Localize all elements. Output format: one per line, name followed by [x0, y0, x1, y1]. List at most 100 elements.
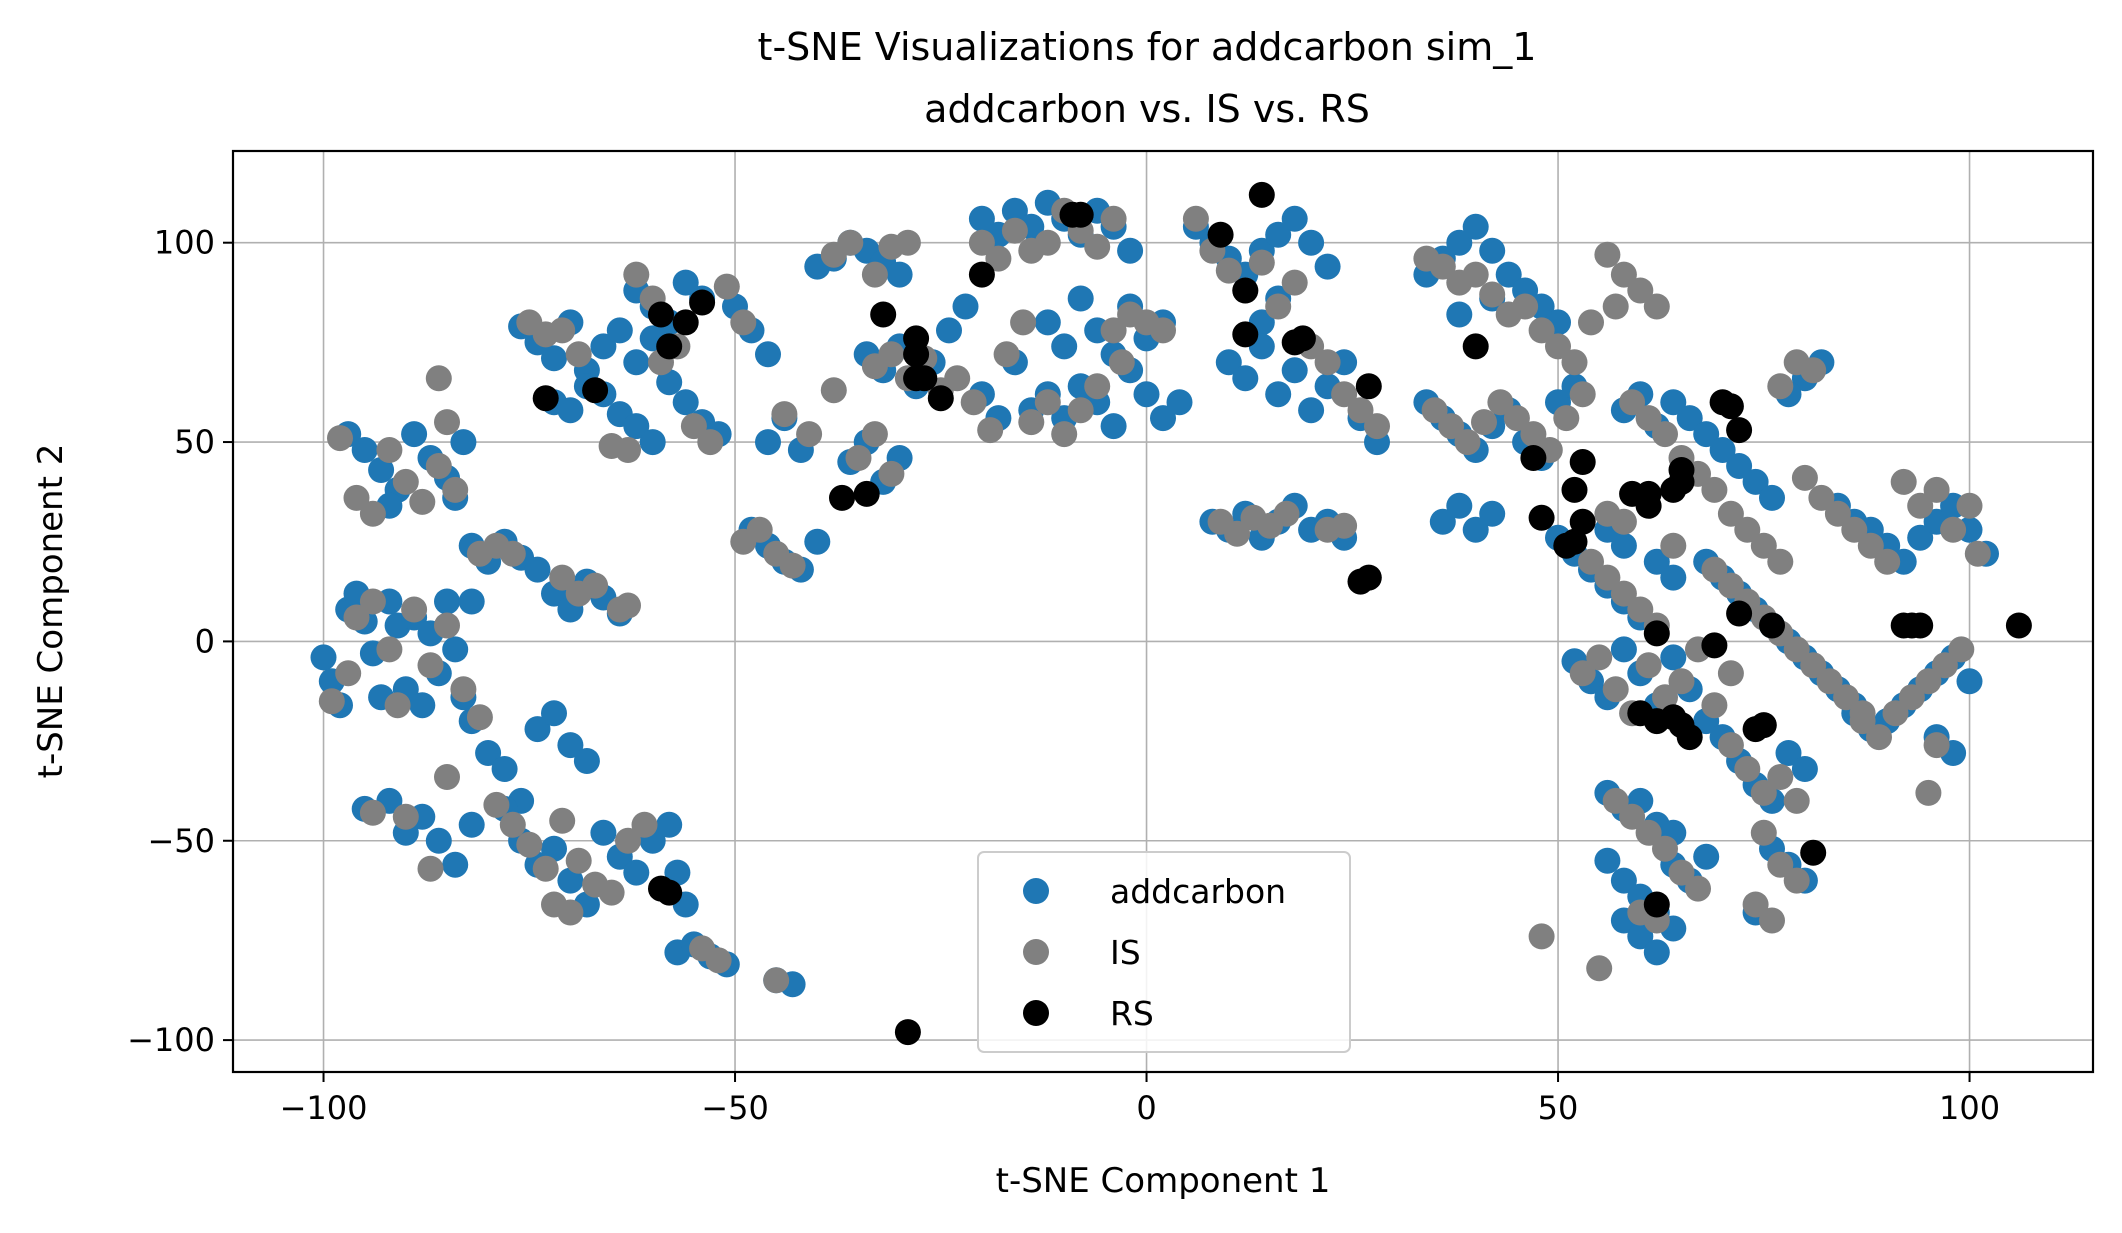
x-tick-label: 50 — [1538, 1089, 1579, 1127]
scatter-point-rs — [1759, 612, 1785, 639]
scatter-point-is — [1857, 532, 1884, 559]
scatter-point-is — [392, 468, 419, 495]
scatter-point-addcarbon — [310, 644, 337, 671]
scatter-point-addcarbon — [1479, 237, 1506, 264]
scatter-point-addcarbon — [672, 389, 699, 416]
scatter-point-is — [796, 421, 823, 448]
scatter-point-is — [861, 261, 888, 288]
scatter-point-is — [1084, 233, 1111, 260]
scatter-point-is — [549, 564, 576, 591]
scatter-point-is — [1619, 389, 1646, 416]
scatter-point-is — [1717, 572, 1744, 599]
scatter-point-is — [1882, 700, 1909, 727]
scatter-point-is — [1668, 859, 1695, 886]
scatter-point-is — [1512, 293, 1539, 320]
scatter-point-is — [1783, 867, 1810, 894]
scatter-point-addcarbon — [491, 756, 518, 782]
scatter-point-is — [820, 377, 847, 404]
scatter-point-is — [1281, 269, 1308, 296]
scatter-point-is — [1816, 668, 1843, 695]
scatter-point-is — [1364, 413, 1390, 440]
scatter-point-is — [1569, 660, 1596, 687]
scatter-point-is — [1800, 652, 1827, 679]
scatter-point-is — [425, 365, 452, 392]
scatter-point-is — [1849, 708, 1876, 735]
scatter-point-is — [1923, 476, 1950, 503]
scatter-point-addcarbon — [401, 421, 428, 448]
scatter-point-rs — [1569, 449, 1596, 475]
scatter-point-addcarbon — [557, 732, 584, 759]
scatter-point-addcarbon — [1150, 405, 1176, 432]
scatter-point-is — [466, 704, 493, 731]
scatter-point-is — [434, 764, 460, 790]
scatter-point-addcarbon — [1693, 421, 1720, 448]
scatter-point-addcarbon — [1232, 365, 1259, 392]
scatter-point-is — [1182, 205, 1209, 232]
scatter-point-addcarbon — [623, 859, 650, 886]
scatter-point-addcarbon — [1281, 205, 1308, 232]
scatter-point-is — [1898, 684, 1925, 711]
legend-marker-addcarbon — [1023, 878, 1049, 904]
scatter-point-is — [680, 413, 707, 440]
scatter-point-is — [1767, 851, 1794, 878]
scatter-point-rs — [1569, 508, 1596, 535]
scatter-point-is — [1635, 405, 1662, 432]
scatter-point-addcarbon — [1034, 309, 1061, 336]
scatter-point-is — [1907, 492, 1934, 519]
scatter-point-is — [1314, 349, 1341, 376]
scatter-point-is — [1652, 835, 1678, 862]
scatter-point-is — [878, 460, 905, 487]
scatter-point-is — [434, 612, 460, 639]
scatter-point-is — [343, 604, 370, 631]
scatter-point-is — [1520, 421, 1547, 448]
scatter-point-is — [1545, 333, 1571, 360]
scatter-point-addcarbon — [1133, 381, 1160, 408]
scatter-point-is — [1454, 429, 1481, 456]
scatter-point-is — [1331, 381, 1358, 408]
scatter-point-addcarbon — [1610, 532, 1637, 559]
scatter-point-is — [541, 891, 567, 918]
scatter-point-is — [968, 229, 995, 256]
legend: addcarbon IS RS — [977, 851, 1351, 1053]
scatter-point-rs — [582, 377, 609, 404]
scatter-point-addcarbon — [590, 333, 617, 360]
scatter-point-is — [1964, 540, 1991, 567]
scatter-point-addcarbon — [936, 317, 962, 344]
scatter-point-is — [1783, 787, 1810, 814]
scatter-point-is — [1610, 580, 1637, 607]
scatter-point-is — [499, 540, 526, 567]
scatter-point-is — [1150, 317, 1176, 344]
scatter-point-is — [1471, 409, 1497, 436]
scatter-point-addcarbon — [541, 345, 567, 372]
scatter-point-is — [1915, 779, 1942, 806]
scatter-point-is — [1602, 293, 1629, 320]
scatter-point-addcarbon — [1594, 847, 1621, 874]
scatter-point-is — [1750, 532, 1777, 559]
scatter-point-is — [499, 811, 526, 838]
y-tick-label: 0 — [195, 622, 215, 660]
scatter-point-is — [1668, 668, 1695, 695]
legend-label-is: IS — [1110, 933, 1141, 972]
scatter-point-is — [434, 409, 460, 436]
scatter-point-is — [1067, 397, 1094, 424]
scatter-point-is — [944, 365, 971, 392]
scatter-point-is — [1100, 317, 1127, 344]
y-axis-label: t-SNE Component 2 — [31, 444, 71, 779]
scatter-point-is — [713, 273, 740, 300]
scatter-point-addcarbon — [1627, 923, 1654, 950]
scatter-point-is — [392, 803, 419, 830]
scatter-point-addcarbon — [886, 261, 913, 288]
scatter-point-addcarbon — [1100, 413, 1127, 440]
scatter-point-is — [615, 437, 641, 463]
scatter-point-is — [565, 847, 592, 874]
scatter-point-addcarbon — [1956, 668, 1983, 695]
scatter-point-is — [1635, 652, 1662, 679]
scatter-point-addcarbon — [1907, 524, 1934, 551]
scatter-point-is — [376, 636, 403, 663]
scatter-point-is — [516, 831, 543, 858]
scatter-point-rs — [1561, 528, 1588, 555]
scatter-point-is — [1602, 787, 1629, 814]
scatter-point-is — [1767, 548, 1794, 575]
scatter-point-is — [779, 552, 806, 579]
